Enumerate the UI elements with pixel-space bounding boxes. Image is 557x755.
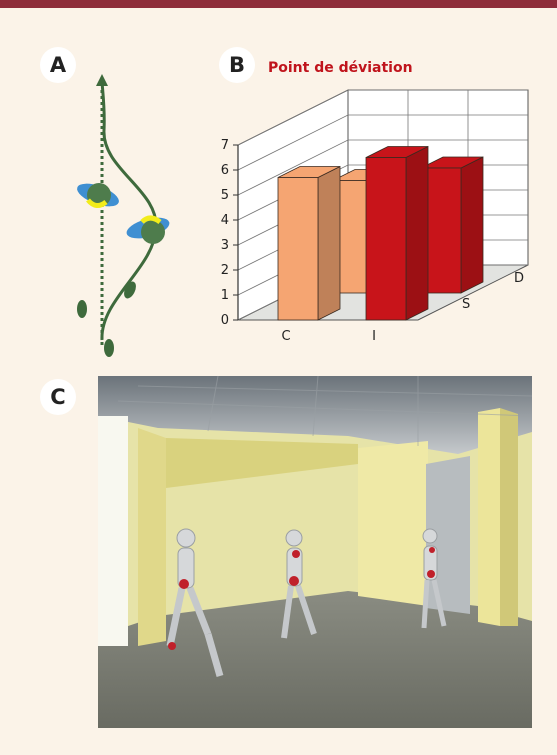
- footprint-icon: [104, 339, 114, 357]
- y-tick-label: 4: [221, 213, 229, 228]
- deviation-bar-chart: 0 1 2 3 4 5 6 7 C I S D: [221, 89, 529, 344]
- x-category-label: C: [281, 329, 290, 344]
- y-tick-label: 6: [221, 163, 229, 178]
- depth-category-label: D: [514, 271, 524, 286]
- deviated-path: [100, 81, 158, 341]
- footprint-icon: [124, 281, 136, 299]
- humanoid-figure: [421, 528, 447, 629]
- depth-category-label: S: [462, 297, 470, 312]
- x-category-label: I: [372, 329, 376, 344]
- y-tick-label: 3: [221, 238, 229, 253]
- humanoid-figure: [166, 528, 224, 677]
- panel-c-label: C: [40, 379, 76, 415]
- chart-bar: [420, 156, 484, 294]
- chart-bar: [277, 165, 341, 321]
- panel-b-label: B: [219, 47, 255, 83]
- walking-path-diagram: [77, 74, 170, 357]
- y-tick-label: 0: [221, 313, 229, 328]
- left-doorway: [98, 416, 128, 646]
- y-tick-label: 5: [221, 188, 229, 203]
- footprint-icon: [77, 300, 87, 318]
- panel-a-label: A: [40, 47, 76, 83]
- walker-top-view-upper: [77, 183, 119, 208]
- top-accent-bar: [0, 0, 557, 8]
- arrow-head-icon: [96, 74, 108, 86]
- virtual-room-humanoids: [98, 375, 533, 728]
- humanoid-figure: [281, 529, 317, 639]
- walker-top-view-lower: [126, 215, 170, 244]
- y-tick-label: 1: [221, 288, 229, 303]
- y-tick-label: 7: [221, 138, 229, 153]
- chart-bar: [365, 145, 429, 321]
- y-tick-label: 2: [221, 263, 229, 278]
- chart-title: Point de déviation: [268, 60, 413, 76]
